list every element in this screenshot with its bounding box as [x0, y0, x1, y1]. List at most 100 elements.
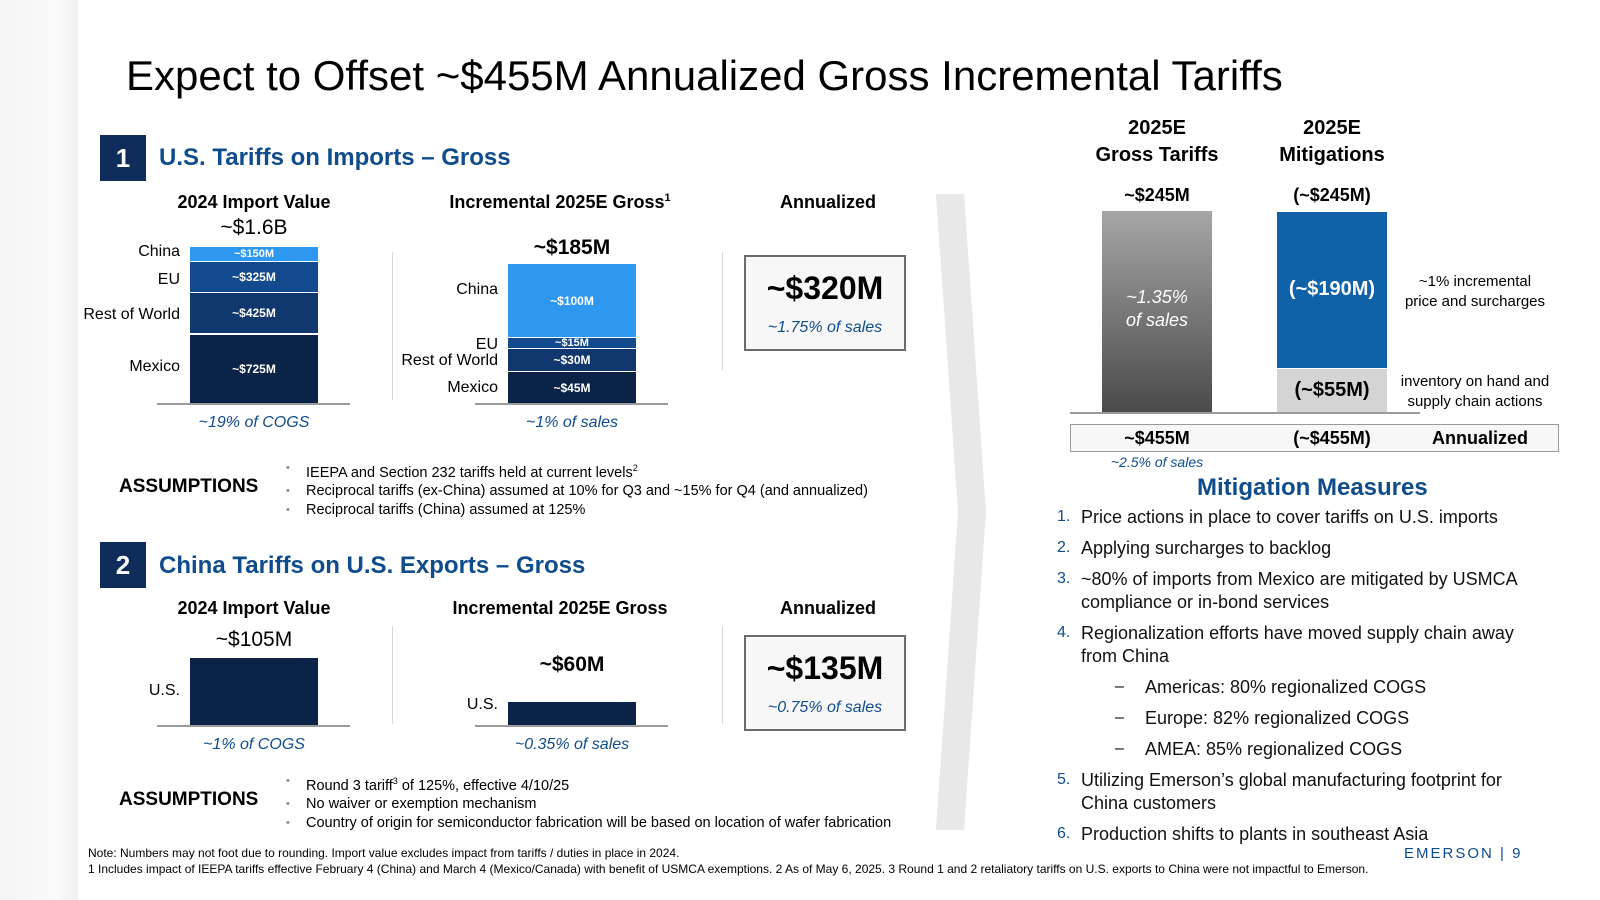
s2-import-chart [190, 600, 318, 726]
mit-top-label-line1: ~1% incremental [1418, 273, 1532, 290]
list-item: Country of origin for semiconductor fabr… [286, 814, 891, 833]
bar-segment-rest-of-world: ~$30M [508, 348, 636, 371]
divider [722, 252, 723, 370]
annualized-row: ~$455M (~$455M) Annualized [1070, 424, 1559, 452]
s1-assumptions-label: ASSUMPTIONS [119, 476, 259, 497]
footnote-line-2: 1 Includes impact of IEEPA tariffs effec… [88, 861, 1369, 876]
s2-annualized-value: ~$135M [766, 649, 884, 686]
bar-us [508, 701, 636, 726]
bar-segment-label: ~$30M [553, 353, 591, 368]
bar-segment-label: ~$425M [232, 306, 276, 321]
s2-incr-label-us: U.S. [466, 696, 498, 713]
s1-import-label-china: China [138, 243, 180, 260]
s1-incremental-total: ~$185M [533, 236, 611, 259]
right-col1-header: 2025E Gross Tariffs [1082, 115, 1232, 169]
mit-bottom-label: inventory on hand and supply chain actio… [1390, 372, 1560, 412]
s1-import-label-row: Rest of World [83, 306, 180, 323]
s1-import-header: 2024 Import Value [177, 192, 331, 212]
right-col1-header-line2: Gross Tariffs [1095, 144, 1219, 166]
slide-title: Expect to Offset ~$455M Annualized Gross… [126, 52, 1283, 99]
mitigation-list: 1. Price actions in place to cover tariff… [1057, 507, 1518, 844]
s1-incremental-baseline [475, 403, 668, 405]
s1-incr-label-eu: EU [475, 336, 498, 353]
bar-mitigation-segment: (~$190M) [1277, 211, 1387, 368]
right-col2-header-line1: 2025E [1303, 117, 1361, 139]
footnotes: Note: Numbers may not foot due to roundi… [88, 846, 1368, 877]
bar-segment-eu: ~$15M [508, 337, 636, 350]
bar-segment-mexico: ~$45M [508, 370, 636, 404]
s2-annualized-pct: ~0.75% of sales [767, 698, 883, 716]
right-col2-header: 2025E Mitigations [1257, 115, 1407, 169]
section-1-number: 1 [100, 135, 146, 181]
list-item: Reciprocal tariffs (China) assumed at 12… [286, 501, 868, 520]
s1-import-label-eu: EU [157, 271, 180, 288]
s2-import-total: ~$105M [215, 628, 293, 651]
bar-mitigation-segment: (~$55M) [1277, 367, 1387, 413]
mitigation-title: Mitigation Measures [1197, 474, 1428, 501]
s1-incremental-pct: ~1% of sales [525, 414, 619, 431]
s1-annualized-pct: ~1.75% of sales [767, 318, 883, 336]
s2-incremental-pct: ~0.35% of sales [514, 736, 630, 753]
gross-bar-text: of sales [1125, 310, 1189, 330]
bar-segment-label: ~$100M [550, 293, 594, 308]
s2-assumptions-list: Round 3 tariff3 of 125%, effective 4/10/… [286, 772, 891, 832]
bar-segment-label: ~$325M [232, 269, 276, 284]
s2-incremental-baseline [475, 725, 668, 727]
s2-incremental-chart [508, 600, 636, 726]
s1-import-total: ~$1.6B [220, 216, 288, 239]
s1-import-baseline [157, 403, 350, 405]
divider [722, 626, 723, 724]
s2-incremental-total: ~$60M [539, 653, 605, 676]
annual-mitigation: (~$455M) [1293, 428, 1371, 448]
s1-incr-label-china: China [456, 281, 498, 298]
bar-segment-label: ~$15M [555, 337, 589, 350]
bar-segment-eu: ~$325M [190, 260, 318, 293]
bar-gross-tariffs: ~1.35% of sales [1102, 211, 1212, 413]
s1-incr-label-mexico: Mexico [447, 379, 498, 396]
s1-annualized-box: ~$320M ~1.75% of sales [744, 255, 906, 351]
right-col2-header-line2: Mitigations [1279, 144, 1385, 166]
s1-assumptions-list: IEEPA and Section 232 tariffs held at cu… [286, 459, 868, 519]
page-number: EMERSON | 9 [1404, 845, 1523, 862]
annual-gross: ~$455M [1124, 428, 1190, 448]
bar-segment-rest-of-world: ~$425M [190, 292, 318, 334]
bar-segment-china: ~$150M [190, 246, 318, 261]
bar-segment-mexico: ~$725M [190, 333, 318, 404]
list-item: Round 3 tariff3 of 125%, effective 4/10/… [286, 772, 891, 795]
bar-segment-label: (~$55M) [1294, 379, 1370, 402]
bar-segment-label: ~$150M [233, 247, 275, 260]
divider [392, 252, 393, 400]
s2-assumptions-label: ASSUMPTIONS [119, 789, 259, 810]
footnote-line-1: Note: Numbers may not foot due to roundi… [88, 846, 680, 860]
s2-import-baseline [157, 725, 350, 727]
left-edge-shade [0, 0, 78, 900]
right-col1-total: ~$245M [1124, 185, 1190, 205]
list-item: No waiver or exemption mechanism [286, 795, 891, 814]
right-col1-header-line1: 2025E [1128, 117, 1186, 139]
s1-incr-label-row: Rest of World [401, 352, 498, 369]
mit-top-label-line2: price and surcharges [1404, 293, 1546, 310]
s2-import-header: 2024 Import Value [177, 598, 331, 618]
mitigation-chart: ~1.35% of sales (~$55M) (~$190M) [1102, 211, 1388, 413]
section-1-title: U.S. Tariffs on Imports – Gross [159, 144, 511, 171]
list-item: Reciprocal tariffs (ex-China) assumed at… [286, 482, 868, 501]
section-2-title: China Tariffs on U.S. Exports – Gross [159, 552, 586, 579]
gross-bar-text: ~1.35% [1126, 287, 1188, 307]
divider [392, 626, 393, 724]
bar-segment-label: ~$45M [553, 380, 591, 395]
s1-annualized-value: ~$320M [766, 269, 884, 306]
bar-segment-china: ~$100M [508, 263, 636, 338]
s2-annualized-box: ~$135M ~0.75% of sales [744, 635, 906, 731]
s2-annualized-header: Annualized [779, 598, 876, 618]
right-col2-total: (~$245M) [1293, 185, 1371, 205]
chevron-arrow-icon [936, 194, 986, 830]
s1-annualized-header: Annualized [779, 192, 876, 212]
s1-incremental-header: Incremental 2025E Gross1 [449, 192, 671, 212]
bar-us [190, 658, 318, 726]
s2-incremental-header: Incremental 2025E Gross [452, 598, 668, 618]
s1-import-chart: ~$725M ~$425M ~$325M ~$150M [190, 246, 318, 404]
mit-bottom-label-line1: inventory on hand and [1400, 373, 1550, 390]
right-chart-baseline [1070, 412, 1420, 414]
s2-import-pct: ~1% of COGS [203, 736, 305, 753]
annual-label: Annualized [1431, 428, 1528, 448]
